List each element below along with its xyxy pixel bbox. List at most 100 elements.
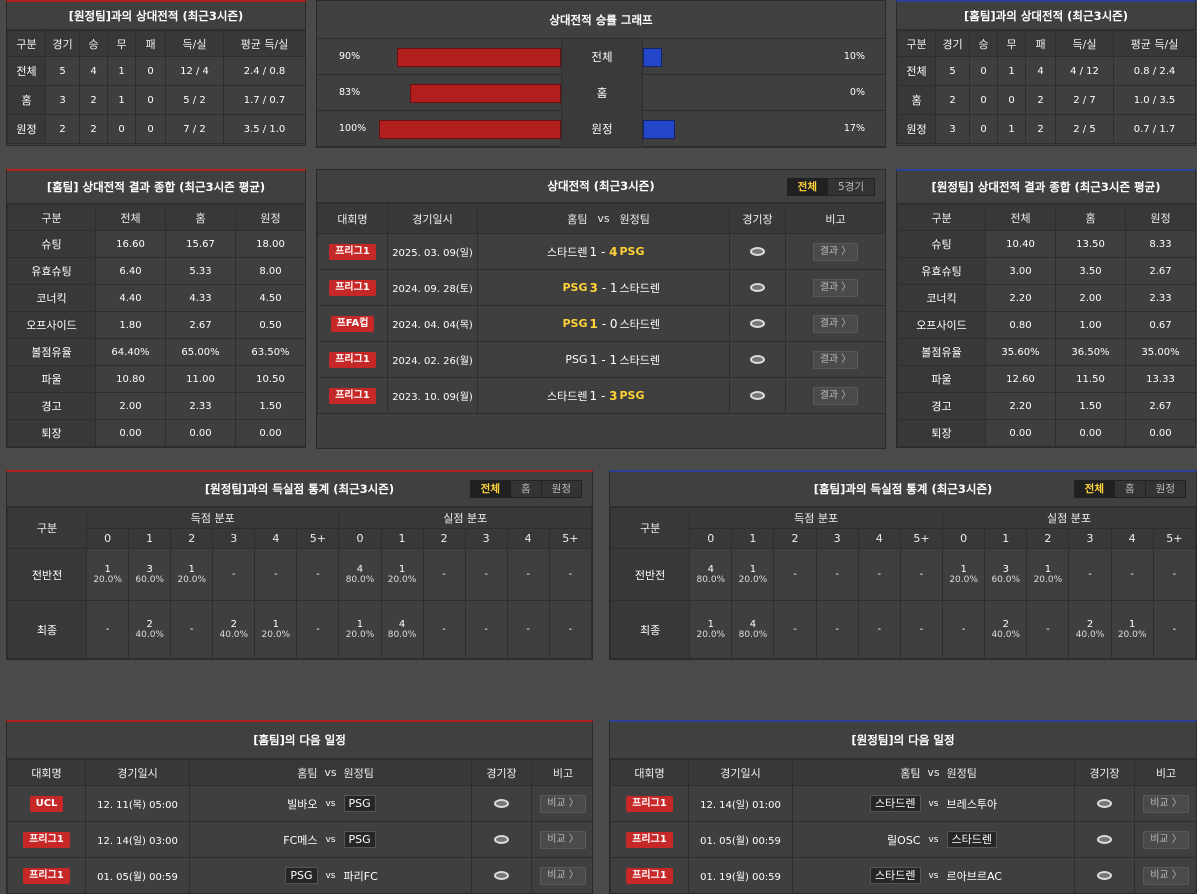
distribution-cell: - xyxy=(857,548,901,601)
compare-button[interactable]: 비교 〉 xyxy=(1143,794,1189,813)
compare-button[interactable]: 비교 〉 xyxy=(540,830,586,849)
column-header: 비고 xyxy=(785,203,885,234)
distribution-cell: 1 20.0% xyxy=(689,600,733,659)
stat-value: 2 / 7 xyxy=(1055,85,1114,115)
count: - xyxy=(919,624,924,635)
compare-button[interactable]: 비교 〉 xyxy=(1143,830,1189,849)
table-row: 퇴장 0.00 0.00 0.00 xyxy=(7,419,305,447)
tab-1[interactable]: 5경기 xyxy=(837,181,864,193)
distribution-cell: - xyxy=(942,600,986,659)
stadium-icon[interactable] xyxy=(750,390,765,400)
stadium-icon[interactable] xyxy=(750,354,765,364)
count: - xyxy=(274,569,278,580)
count: 1 xyxy=(960,564,967,575)
schedule-row: 프리그1 01. 19(월) 00:59 스타드렌 vs 르아브르AC 비교 〉 xyxy=(610,857,1196,893)
table-row: 퇴장 0.00 0.00 0.00 xyxy=(897,419,1195,447)
match-date: 2024. 09. 28(토) xyxy=(387,269,478,306)
distribution-cell: - xyxy=(212,548,256,601)
result-button[interactable]: 결과 〉 xyxy=(812,350,859,369)
schedule-row: 프리그1 12. 14(일) 01:00 스타드렌 vs 브레스투아 비교 〉 xyxy=(610,785,1196,822)
column-header: 경기일시 xyxy=(85,759,190,786)
row-label: 슈팅 xyxy=(897,230,986,258)
compare-button[interactable]: 비교 〉 xyxy=(540,794,586,813)
competition-cell: 프리그1 xyxy=(610,857,689,893)
tab-1[interactable]: 홈 xyxy=(511,481,542,497)
score: 1 - 1 xyxy=(587,341,620,378)
table-row: 경고 2.20 1.50 2.67 xyxy=(897,392,1195,420)
percent: 40.0% xyxy=(991,630,1021,640)
stadium-icon[interactable] xyxy=(494,870,509,880)
stat-value: 8.00 xyxy=(235,257,305,285)
row-label: 유효슈팅 xyxy=(7,257,96,285)
tab-2[interactable]: 원정 xyxy=(1155,483,1175,495)
away-team-cell: 브레스투아 xyxy=(946,785,1075,822)
bucket-header: 2 xyxy=(1026,528,1070,549)
table-row: 오프사이드 1.80 2.67 0.50 xyxy=(7,311,305,339)
stat-value: 4.33 xyxy=(165,284,236,312)
stat-value: 2.67 xyxy=(1125,257,1195,285)
compare-button[interactable]: 비교 〉 xyxy=(1143,866,1189,885)
stat-value: 0.67 xyxy=(1125,311,1195,339)
row-label: 오프사이드 xyxy=(7,311,96,339)
count: - xyxy=(877,624,882,635)
tab-0[interactable]: 전체 xyxy=(470,481,511,497)
percent: 60.0% xyxy=(991,575,1021,585)
stadium-cell xyxy=(729,341,786,378)
distribution-cell: - xyxy=(1026,600,1070,659)
stadium-icon[interactable] xyxy=(750,246,765,256)
stat-value: 0 xyxy=(107,114,136,144)
column-header: 구분 xyxy=(7,204,96,231)
stadium-icon[interactable] xyxy=(750,282,765,292)
stadium-icon[interactable] xyxy=(494,834,509,844)
competition-cell: 프리그1 xyxy=(610,785,689,822)
bucket-header: 4 xyxy=(506,528,550,549)
stat-value: 2.00 xyxy=(1055,284,1126,312)
distribution-cell: - xyxy=(1152,548,1196,601)
table-row: 유효슈팅 3.00 3.50 2.67 xyxy=(897,257,1195,285)
home-team: PSG xyxy=(477,305,588,342)
result-button[interactable]: 결과 〉 xyxy=(812,314,859,333)
column-header: 득/실 xyxy=(1055,30,1114,57)
stadium-icon[interactable] xyxy=(1097,798,1112,808)
result-button[interactable]: 결과 〉 xyxy=(812,386,859,405)
stat-value: 0.7 / 1.7 xyxy=(1113,114,1195,144)
stadium-icon[interactable] xyxy=(750,318,765,328)
count: 1 xyxy=(749,564,757,575)
percent: 40.0% xyxy=(219,630,249,640)
competition-cell: 프리그1 xyxy=(317,341,388,378)
distribution-cell: - xyxy=(815,548,859,601)
stat-value: 1 xyxy=(107,85,136,115)
vs-label: vs xyxy=(317,785,344,822)
stadium-icon[interactable] xyxy=(1097,870,1112,880)
vs-label: vs xyxy=(317,857,344,893)
percent: 20.0% xyxy=(261,630,291,640)
tab-0[interactable]: 전체 xyxy=(787,179,828,195)
away-team-cell: PSG xyxy=(343,785,472,822)
away-team-cell: PSG xyxy=(343,821,472,858)
percent: 20.0% xyxy=(1033,575,1063,585)
column-header: 원정팀 xyxy=(946,759,1075,786)
match-date: 12. 14(일) 03:00 xyxy=(85,821,190,858)
tab-1[interactable]: 홈 xyxy=(1115,481,1146,497)
count: 2 xyxy=(146,619,153,630)
stadium-icon[interactable] xyxy=(494,798,509,808)
home-team: PSG xyxy=(285,867,318,884)
percent: 80.0% xyxy=(345,575,375,585)
tab-2[interactable]: 원정 xyxy=(551,483,571,495)
result-button[interactable]: 결과 〉 xyxy=(812,278,859,297)
stadium-icon[interactable] xyxy=(1097,834,1112,844)
stadium-cell xyxy=(729,377,786,414)
stat-value: 2.00 xyxy=(95,392,166,420)
compare-button[interactable]: 비교 〉 xyxy=(540,866,586,885)
home-summary-panel: [홈팀] 상대전적 결과 종합 (최근3시즌 평균) 구분 전체 홈 원정 슈팅 16.6… xyxy=(6,169,306,448)
table-row: 슈팅 10.40 13.50 8.33 xyxy=(897,230,1195,258)
tab-0[interactable]: 전체 xyxy=(1074,481,1115,497)
h2h-matches-panel: 상대전적 (최근3시즌) 전체 5경기 대회명 경기일시 홈팀 vs 원정팀 경기장 비고 프리… xyxy=(316,169,886,449)
bucket-header: 0 xyxy=(689,528,733,549)
stat-value: 4.50 xyxy=(235,284,305,312)
stat-value: 2.67 xyxy=(165,311,236,339)
match-date: 2024. 02. 26(월) xyxy=(387,341,478,378)
stat-value: 5.33 xyxy=(165,257,236,285)
result-button[interactable]: 결과 〉 xyxy=(812,242,859,261)
distribution-cell: 1 20.0% xyxy=(86,548,130,601)
